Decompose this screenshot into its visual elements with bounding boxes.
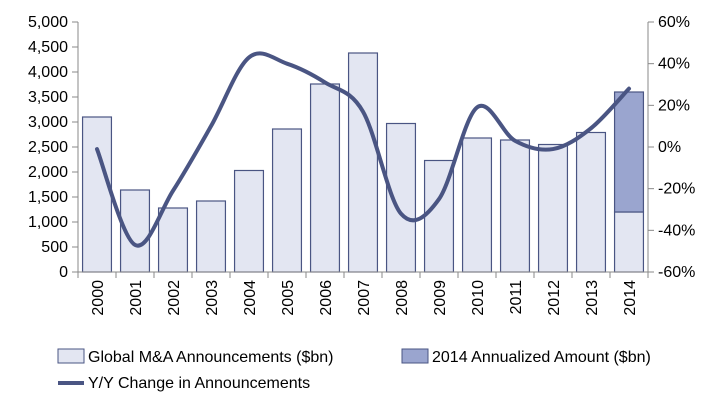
x-tick-label-2010: 2010	[470, 280, 487, 316]
x-tick-label-2007: 2007	[356, 280, 373, 316]
y-left-tick-label: 4,500	[28, 39, 68, 56]
bar-2006	[309, 83, 341, 273]
y-right-tick-label: 60%	[658, 14, 690, 31]
y-right-tick-label: -20%	[658, 181, 695, 198]
y-right-tick-label: 40%	[658, 56, 690, 73]
y-left-tick-label: 3,500	[28, 89, 68, 106]
line-layer	[95, 51, 631, 248]
y-left-tick-label: 1,500	[28, 189, 68, 206]
y-right-tick-label: 0%	[658, 139, 681, 156]
bar-2007	[347, 52, 379, 273]
y-left-tick-label: 4,000	[28, 64, 68, 81]
y-left-tick-label: 3,000	[28, 114, 68, 131]
axes-layer: 0 500 1,000 1,500 2,000 2,500 3,000 3,500 4,000 4…	[28, 14, 695, 316]
x-tick-label-2011: 2011	[508, 280, 525, 315]
bar-2011	[499, 139, 531, 273]
bar-2002	[157, 207, 189, 273]
bar-2000	[81, 116, 113, 273]
x-tick-label-2004: 2004	[242, 280, 259, 316]
bar-2014	[613, 211, 645, 273]
legend-label-announcements: Global M&A Announcements ($bn)	[88, 349, 333, 366]
bar-2012	[537, 143, 569, 273]
legend: Global M&A Announcements ($bn) 2014 Annua…	[57, 348, 651, 392]
legend-label-annualized: 2014 Annualized Amount ($bn)	[432, 349, 651, 366]
y-left-tick-label: 1,000	[28, 214, 68, 231]
legend-swatch-announcements	[57, 348, 85, 364]
bar-2004	[233, 169, 265, 273]
bar-2013	[575, 131, 607, 273]
y-left-tick-label: 5,000	[28, 14, 68, 31]
x-tick-label-2008: 2008	[394, 280, 411, 316]
x-tick-label-2001: 2001	[128, 280, 145, 316]
bar-2003	[195, 200, 227, 273]
y-right-tick-label: 20%	[658, 97, 690, 114]
yoy-change-line	[95, 51, 631, 248]
x-tick-label-2006: 2006	[318, 280, 335, 316]
y-right-tick-label: -40%	[658, 222, 695, 239]
bar-2005	[271, 128, 303, 273]
legend-label-yoy: Y/Y Change in Announcements	[88, 375, 310, 392]
x-tick-label-2000: 2000	[90, 280, 107, 316]
bars-layer	[81, 52, 645, 273]
y-left-tick-label: 2,500	[28, 139, 68, 156]
y-left-tick-label: 500	[41, 239, 68, 256]
y-left-tick-label: 2,000	[28, 164, 68, 181]
y-right-tick-label: -60%	[658, 264, 695, 281]
x-tick-label-2005: 2005	[280, 280, 297, 316]
legend-swatch-annualized	[401, 348, 429, 364]
x-tick-label-2013: 2013	[584, 280, 601, 316]
x-tick-label-2003: 2003	[204, 280, 221, 316]
x-tick-label-2012: 2012	[546, 280, 563, 316]
x-tick-label-2002: 2002	[166, 280, 183, 316]
x-tick-label-2014: 2014	[622, 280, 639, 316]
bar-2010	[461, 137, 493, 273]
bar-annualized-2014	[613, 91, 645, 213]
x-tick-label-2009: 2009	[432, 280, 449, 316]
y-left-tick-label: 0	[59, 264, 68, 281]
